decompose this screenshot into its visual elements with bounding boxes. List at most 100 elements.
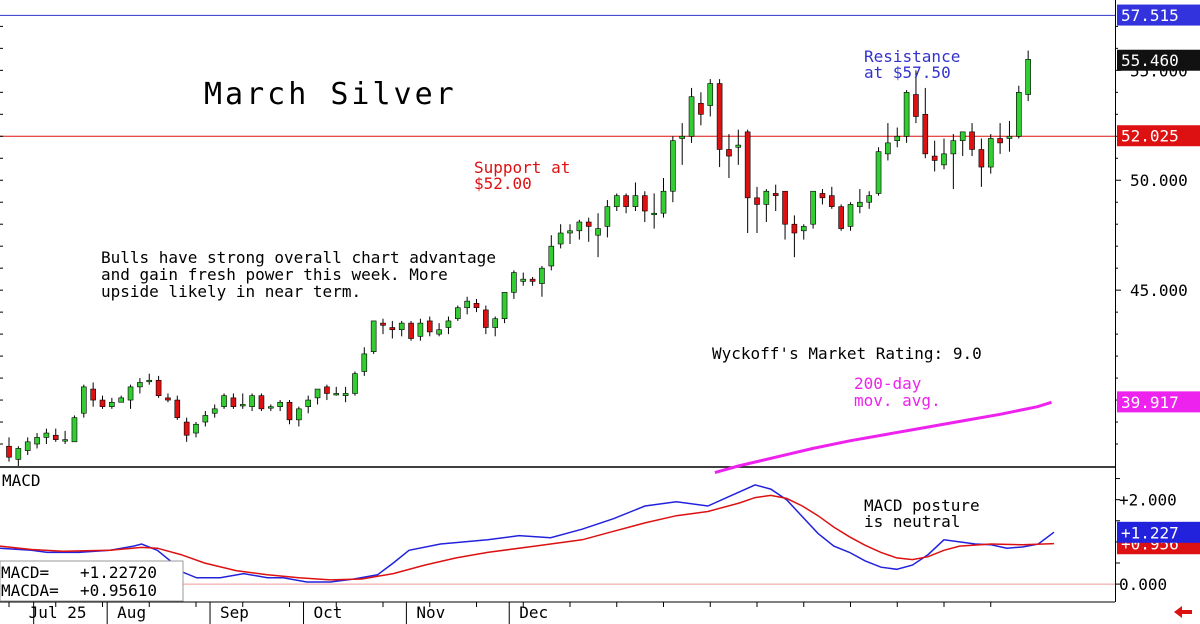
candle-body [969,131,975,150]
candle-body [483,309,489,328]
candle-body [258,395,265,410]
candle-body [679,135,686,139]
candle-body [24,441,31,451]
month-label: Oct [314,603,343,622]
price-tick-label: 50.000 [1130,171,1188,190]
candle-body [585,221,592,227]
price-tag-box [1117,125,1200,147]
candle-body [81,386,87,414]
candle-body [352,373,358,394]
candle-body [1025,59,1031,95]
candle-body [277,401,283,407]
candle-body [810,190,816,225]
month-label: Jul 25 [29,603,87,622]
candle-body [511,272,517,293]
ma200-label-line2: mov. avg. [854,391,941,410]
candle-body [782,190,788,225]
candle-body [847,204,854,227]
month-label: Nov [416,603,445,622]
macd-readout-label: MACD= [1,563,49,582]
candle-body [473,303,480,309]
month-label: Dec [519,603,548,622]
candle-body [520,278,527,282]
price-tick-label: 45.000 [1130,281,1188,300]
candle-body [492,318,499,328]
candle-body [987,138,994,168]
candle-body [445,320,452,328]
candle-body [183,421,190,436]
macd-readout-box: MACD= +1.22720 MACDA= +0.95610 [0,560,184,602]
candle-body [426,320,433,333]
candle-body [997,138,1003,144]
candle-body [913,94,919,117]
candle-body [548,245,555,267]
month-label: Sep [220,603,249,622]
candle-body [763,190,770,205]
candle-body [670,140,676,192]
candle-body [557,232,564,245]
candle-body [623,195,629,207]
candle-body [604,206,611,227]
candle-body [791,223,798,234]
support-label-line2: $52.00 [474,174,532,193]
candle-body [202,415,209,423]
macda-line [0,494,1055,581]
candle-body [613,195,620,207]
candle-body [6,445,12,458]
candle-body [165,397,171,401]
candle-body [34,437,40,445]
month-label: Aug [117,603,146,622]
candle-body [707,83,714,106]
candle-body [155,379,162,396]
candle-body [305,399,312,407]
candle-body [978,149,985,168]
candle-body [137,382,143,388]
ma200-line [714,400,1052,475]
candle-body [800,226,807,232]
chart-title: March Silver [204,77,457,112]
candle-body [239,404,246,407]
candle-body [875,151,882,194]
candle-body [772,193,779,196]
candle-body [539,267,545,284]
candle-body [43,432,50,438]
macd-tag-box [1117,521,1200,543]
candle-body [819,193,826,199]
candle-body [950,140,957,155]
candle-body [146,379,153,383]
price-tag-text: 39.917 [1121,393,1179,412]
candle-body [361,353,368,372]
candle-body [632,195,639,207]
price-tag-box [1117,391,1200,413]
candle-body [464,300,470,309]
candle-body [99,399,106,407]
candle-body [296,408,302,421]
candle-body [641,195,648,212]
candle-body [838,206,844,229]
candle-body [370,320,377,352]
candle-body [90,388,96,401]
price-tag-text: 57.515 [1121,6,1179,25]
candle-body [894,135,901,141]
candle-body [286,401,293,421]
candle-body [333,393,340,396]
candle-body [576,221,583,232]
comment-line2: and gain fresh power this week. More [101,265,448,284]
resistance-label-line2: at $57.50 [864,63,951,82]
macd-pane-title: MACD [2,471,41,490]
candle-body [754,197,760,205]
candle-body [436,329,442,335]
scroll-arrow-icon[interactable] [1174,606,1192,618]
candle-body [174,399,181,418]
ma200-label-line1: 200-day [854,374,922,393]
comment-line3: upside likely in near term. [101,282,361,301]
candle-body [398,322,405,331]
candle-body [903,92,910,137]
candle-body [688,96,695,137]
candle-body [417,322,424,337]
price-tag-text: 52.025 [1121,127,1179,146]
candle-body [71,417,78,443]
candle-body [118,397,124,403]
